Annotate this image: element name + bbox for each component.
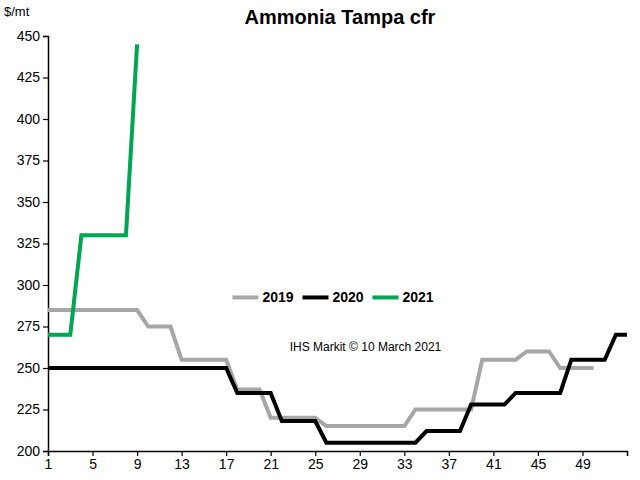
annotation: IHS Markit © 10 March 2021 [290, 340, 442, 354]
y-tick-label: 375 [17, 152, 41, 168]
title: Ammonia Tampa cfr [245, 6, 436, 28]
legend-item: 2020 [303, 289, 364, 305]
y-tick: 200 [17, 443, 48, 459]
x-tick-label: 21 [263, 456, 279, 472]
x-tick-label: 33 [397, 456, 413, 472]
y-tick-label: 250 [17, 360, 41, 376]
x-tick: 45 [531, 451, 547, 472]
y-tick-mark [43, 285, 48, 286]
y-tick: 225 [17, 401, 48, 417]
x-tick: 33 [397, 451, 413, 472]
y-tick-mark [43, 243, 48, 244]
x-tick: 29 [352, 451, 368, 472]
legend-swatch [233, 295, 259, 299]
legend-item: 2021 [373, 289, 434, 305]
legend-label: 2019 [263, 289, 294, 305]
x-tick-label: 41 [486, 456, 502, 472]
y-tick-label: 425 [17, 69, 41, 85]
legend-swatch [373, 295, 399, 299]
legend-label: 2020 [333, 289, 364, 305]
y-tick-label: 225 [17, 401, 41, 417]
series-line [48, 335, 627, 443]
y-tick-label: 400 [17, 111, 41, 127]
y-tick: 375 [17, 152, 48, 168]
x-tick-label: 49 [575, 456, 591, 472]
y-axis: 200 225 250 275 300 325 350 375 400 425 450 [17, 28, 49, 459]
y-tick: 250 [17, 360, 48, 376]
plot-area [48, 44, 627, 442]
y-axis-label: $/mt [4, 4, 30, 19]
x-tick: 21 [263, 451, 279, 472]
y-tick-mark [43, 202, 48, 203]
x-tick-label: 37 [442, 456, 458, 472]
y-tick-mark [43, 160, 48, 161]
y-tick-label: 450 [17, 28, 41, 44]
x-tick-label: 29 [352, 456, 368, 472]
x-tick: 37 [442, 451, 458, 472]
x-tick-label: 5 [89, 456, 97, 472]
y-tick: 450 [17, 28, 48, 44]
y-tick: 350 [17, 194, 48, 210]
x-tick-label: 45 [531, 456, 547, 472]
y-tick: 300 [17, 277, 48, 293]
y-tick: 425 [17, 69, 48, 85]
y-tick-mark [43, 36, 48, 37]
x-tick: 25 [308, 451, 324, 472]
x-tick: 41 [486, 451, 502, 472]
x-tick: 1 [45, 451, 53, 472]
x-tick-label: 13 [174, 456, 190, 472]
x-tick: 17 [219, 451, 235, 472]
y-tick-label: 200 [17, 443, 41, 459]
x-tick: 13 [174, 451, 190, 472]
y-tick-label: 350 [17, 194, 41, 210]
x-tick: 49 [575, 451, 591, 472]
y-tick-mark [43, 77, 48, 78]
legend-label: 2021 [403, 289, 434, 305]
x-tick: 5 [89, 451, 97, 472]
y-axis-line [43, 37, 49, 452]
chart: Ammonia Tampa cfr $/mt 200 225 250 275 300 325 3… [0, 0, 640, 480]
series-line [48, 44, 137, 335]
y-tick-mark [43, 326, 48, 327]
x-axis: 1 5 9 13 17 21 25 29 33 37 41 45 49 [45, 451, 628, 472]
y-tick-mark [43, 451, 48, 452]
legend: 2019 2020 2021 [233, 289, 434, 305]
x-tick-label: 17 [219, 456, 235, 472]
y-tick: 400 [17, 111, 48, 127]
y-tick: 325 [17, 235, 48, 251]
x-tick-label: 1 [45, 456, 53, 472]
y-tick-mark [43, 368, 48, 369]
legend-swatch [303, 295, 329, 299]
y-tick-mark [43, 409, 48, 410]
x-tick-label: 9 [134, 456, 142, 472]
x-tick-label: 25 [308, 456, 324, 472]
y-tick: 275 [17, 318, 48, 334]
y-tick-mark [43, 119, 48, 120]
y-tick-label: 275 [17, 318, 41, 334]
x-tick: 9 [134, 451, 142, 472]
y-tick-label: 300 [17, 277, 41, 293]
legend-item: 2019 [233, 289, 294, 305]
y-tick-label: 325 [17, 235, 41, 251]
